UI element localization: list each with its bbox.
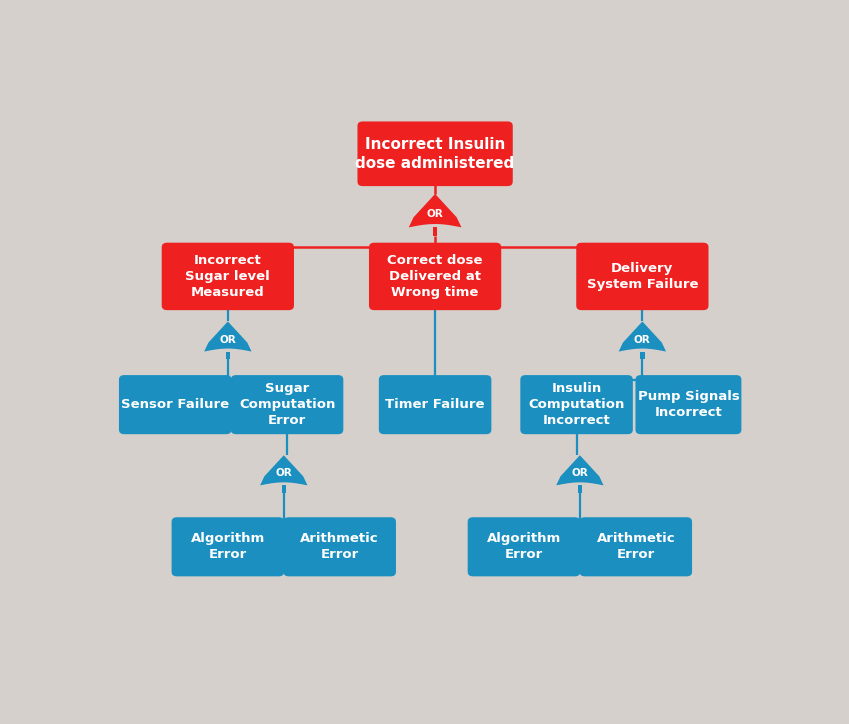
FancyBboxPatch shape: [635, 375, 741, 434]
Text: Arithmetic
Error: Arithmetic Error: [301, 532, 379, 561]
Text: Arithmetic
Error: Arithmetic Error: [597, 532, 675, 561]
FancyBboxPatch shape: [282, 485, 286, 493]
FancyBboxPatch shape: [231, 375, 343, 434]
Text: Incorrect Insulin
dose administered: Incorrect Insulin dose administered: [356, 137, 514, 171]
Text: Pump Signals
Incorrect: Pump Signals Incorrect: [638, 390, 739, 419]
Text: OR: OR: [571, 468, 588, 479]
Text: Algorithm
Error: Algorithm Error: [191, 532, 265, 561]
Polygon shape: [409, 194, 462, 227]
FancyBboxPatch shape: [161, 243, 294, 310]
Text: Correct dose
Delivered at
Wrong time: Correct dose Delivered at Wrong time: [387, 254, 483, 299]
FancyBboxPatch shape: [520, 375, 633, 434]
Text: Insulin
Computation
Incorrect: Insulin Computation Incorrect: [528, 382, 625, 427]
FancyBboxPatch shape: [468, 517, 580, 576]
Text: Algorithm
Error: Algorithm Error: [486, 532, 561, 561]
Text: OR: OR: [220, 334, 236, 345]
Text: OR: OR: [427, 209, 443, 219]
Text: Sensor Failure: Sensor Failure: [121, 398, 229, 411]
Polygon shape: [260, 455, 307, 485]
Text: Timer Failure: Timer Failure: [385, 398, 485, 411]
FancyBboxPatch shape: [576, 243, 709, 310]
FancyBboxPatch shape: [369, 243, 501, 310]
Polygon shape: [619, 321, 666, 352]
FancyBboxPatch shape: [226, 352, 230, 359]
FancyBboxPatch shape: [433, 227, 437, 236]
FancyBboxPatch shape: [284, 517, 396, 576]
Text: Sugar
Computation
Error: Sugar Computation Error: [239, 382, 335, 427]
Text: Delivery
System Failure: Delivery System Failure: [587, 262, 698, 291]
FancyBboxPatch shape: [640, 352, 644, 359]
Polygon shape: [204, 321, 251, 352]
FancyBboxPatch shape: [357, 122, 513, 186]
Text: OR: OR: [634, 334, 650, 345]
FancyBboxPatch shape: [171, 517, 284, 576]
Text: Incorrect
Sugar level
Measured: Incorrect Sugar level Measured: [185, 254, 270, 299]
FancyBboxPatch shape: [577, 485, 582, 493]
Polygon shape: [556, 455, 604, 485]
FancyBboxPatch shape: [379, 375, 492, 434]
FancyBboxPatch shape: [580, 517, 692, 576]
FancyBboxPatch shape: [119, 375, 232, 434]
Text: OR: OR: [275, 468, 292, 479]
